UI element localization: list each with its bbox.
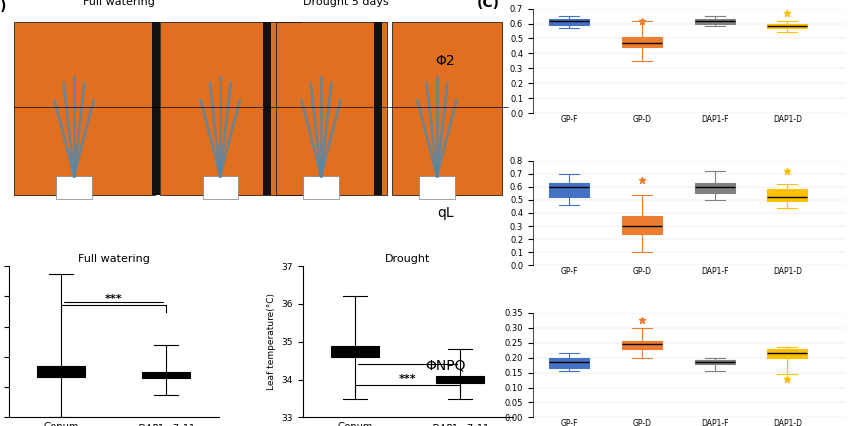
- Text: Φ2: Φ2: [435, 54, 455, 68]
- PathPatch shape: [621, 216, 661, 234]
- PathPatch shape: [621, 37, 661, 47]
- PathPatch shape: [38, 366, 84, 377]
- FancyBboxPatch shape: [419, 176, 454, 199]
- Title: Drought: Drought: [385, 254, 430, 264]
- Text: ***: ***: [105, 294, 122, 304]
- Text: Full watering: Full watering: [84, 0, 155, 6]
- PathPatch shape: [331, 345, 378, 357]
- Text: ΦNPQ: ΦNPQ: [425, 358, 465, 372]
- PathPatch shape: [693, 19, 734, 23]
- PathPatch shape: [767, 190, 806, 201]
- FancyBboxPatch shape: [303, 176, 339, 199]
- PathPatch shape: [548, 183, 589, 197]
- Title: Full watering: Full watering: [78, 254, 149, 264]
- FancyBboxPatch shape: [374, 22, 381, 196]
- Text: qL: qL: [437, 206, 453, 220]
- Text: (C): (C): [476, 0, 499, 10]
- FancyBboxPatch shape: [14, 22, 154, 196]
- Text: Drought 5 days: Drought 5 days: [303, 0, 389, 6]
- PathPatch shape: [436, 376, 483, 383]
- PathPatch shape: [142, 372, 189, 378]
- PathPatch shape: [621, 341, 661, 348]
- FancyBboxPatch shape: [202, 176, 238, 199]
- PathPatch shape: [693, 360, 734, 365]
- FancyBboxPatch shape: [160, 22, 300, 196]
- Y-axis label: Leaf temperature(°C): Leaf temperature(°C): [266, 294, 276, 390]
- FancyBboxPatch shape: [392, 22, 502, 196]
- Text: ***: ***: [398, 374, 416, 384]
- PathPatch shape: [548, 357, 589, 368]
- FancyBboxPatch shape: [152, 22, 160, 196]
- PathPatch shape: [548, 19, 589, 25]
- PathPatch shape: [767, 349, 806, 357]
- FancyBboxPatch shape: [263, 22, 270, 196]
- FancyBboxPatch shape: [56, 176, 91, 199]
- PathPatch shape: [767, 23, 806, 28]
- Text: (A): (A): [0, 0, 7, 13]
- FancyBboxPatch shape: [276, 22, 386, 196]
- PathPatch shape: [693, 183, 734, 193]
